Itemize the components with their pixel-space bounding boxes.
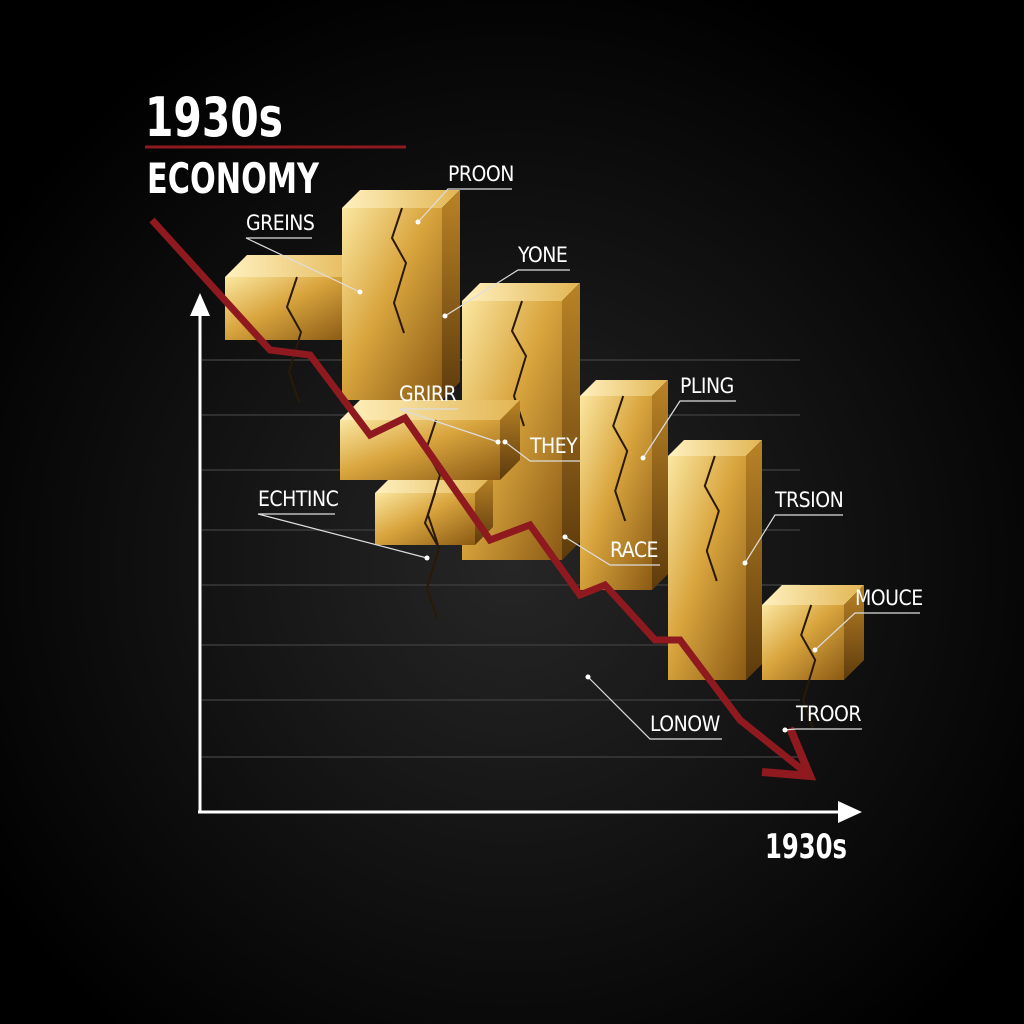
bar-top [762,585,864,605]
leader-dot [562,534,568,540]
label: MOUCE [855,586,923,610]
label: RACE [610,538,658,562]
bar-side [562,283,580,560]
bar-crack [612,395,629,522]
leader-dot [812,647,818,653]
leader-line [814,612,920,651]
leader-dot [442,313,448,319]
bar-crack [800,604,817,731]
leader-line [504,441,580,462]
leader-line [564,536,660,566]
label: GREINS [246,211,314,235]
leader-line [784,728,862,731]
leader-dot [495,439,501,445]
bar-front [375,493,475,545]
bar-top [342,190,460,208]
arrow-head [761,726,817,781]
leader-dot [782,727,788,733]
leader-dot [640,455,646,461]
label: ECHTINC [258,487,339,511]
leader-line [417,188,512,223]
leader-line [257,513,428,559]
leader-line [444,269,570,317]
label: TROOR [795,702,861,726]
bar-top [340,400,520,420]
label: GRIRR [399,382,456,406]
bar-side [652,380,668,590]
gold-bars [225,190,864,731]
label: YONE [517,243,567,267]
bar-front [762,605,844,680]
bar-crack [390,207,408,334]
label: TRSION [774,488,843,512]
bar-top [225,255,367,277]
bar-side [844,585,864,680]
bar-top [668,440,762,456]
leader-line [398,408,499,443]
title: 1930s [145,86,283,149]
bar-crack [285,276,303,403]
leader-line [642,400,736,459]
labels: GREINS PROON YONE GRIRR THEY PLING ECHTINC RACE… [245,162,923,740]
x-axis-arrow [838,801,862,823]
leader-line [245,237,361,293]
bar-side [442,190,460,400]
y-axis-arrow [190,293,210,316]
gold-bar [342,190,460,400]
label: PLING [680,374,734,398]
subtitle: ECONOMY [147,154,319,203]
leader-dot [742,560,748,566]
label: LONOW [650,712,721,736]
gold-bar [340,400,520,546]
x-axis-label: 1930s [765,827,847,867]
bar-side [500,400,520,480]
leader-dot [357,289,363,295]
leader-dot [424,555,430,561]
leader-dot [502,439,508,445]
leader-line [587,676,722,740]
leader-dot [415,219,421,225]
bar-top [580,380,668,396]
label: THEY [529,434,578,458]
bar-front [225,277,345,340]
decline-arrow [149,217,808,775]
gold-bar [580,380,668,590]
leader-dot [585,674,591,680]
label: PROON [448,162,514,186]
bar-side [746,440,762,680]
bar-top [462,283,580,301]
gold-bar [762,585,864,731]
leader-line [744,514,843,564]
bar-crack [703,455,720,582]
bar-crack [424,419,442,546]
